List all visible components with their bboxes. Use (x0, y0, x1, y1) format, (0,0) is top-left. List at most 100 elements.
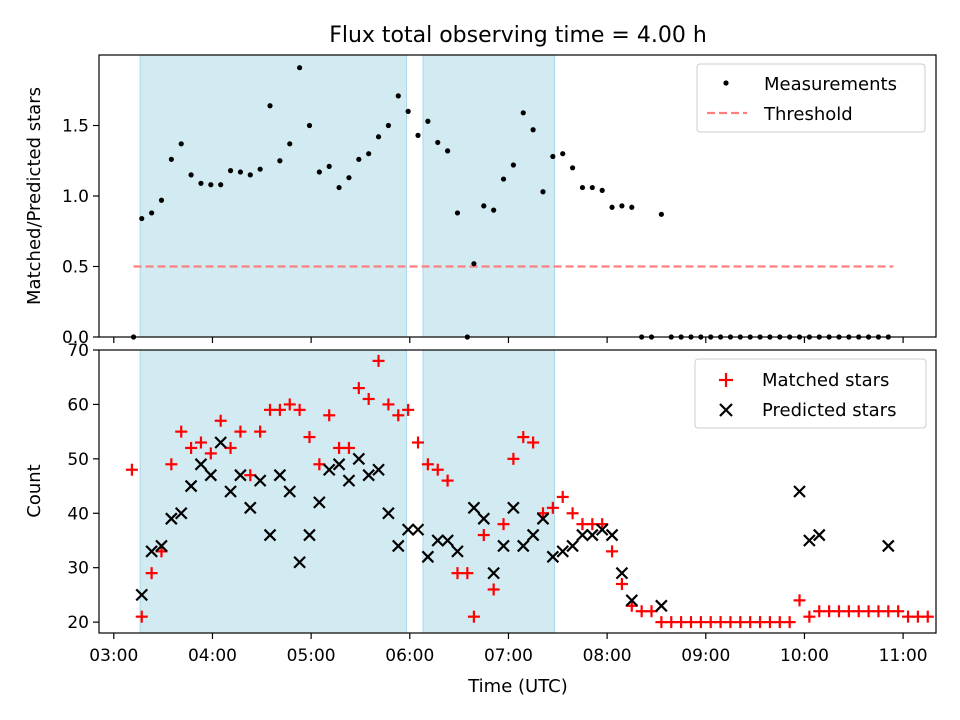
figure-title: Flux total observing time = 4.00 h (329, 23, 707, 48)
shaded-interval-2 (422, 349, 555, 634)
matched-star-point (566, 507, 579, 520)
matched-star-point (441, 474, 454, 487)
matched-star-point (313, 458, 326, 471)
bottom-y-tick-label: 20 (67, 613, 89, 633)
matched-star-point (392, 409, 405, 422)
matched-star-point (165, 458, 178, 471)
measurement-point (435, 139, 441, 146)
measurement-point (658, 211, 664, 217)
matched-star-point (194, 436, 207, 449)
predicted-star-point (451, 545, 464, 558)
predicted-star-point (655, 599, 668, 613)
legend-threshold-label: Threshold (763, 104, 853, 125)
matched-star-point (214, 414, 227, 427)
matched-star-point (234, 425, 247, 438)
x-tick-label: 04:00 (188, 646, 237, 666)
measurement-point (149, 210, 155, 216)
matched-star-point (892, 605, 905, 618)
predicted-star-point (165, 512, 178, 525)
matched-star-point (293, 403, 306, 416)
bottom-y-tick-label: 70 (67, 341, 89, 361)
matched-star-point (921, 610, 934, 623)
matched-star-point (402, 403, 415, 416)
matched-star-point (125, 463, 138, 476)
top-panel: 0.0 0.5 1.0 1.5 Matched/Predicted stars Mea… (24, 54, 937, 348)
predicted-star-point (145, 545, 158, 558)
measurement-point (589, 184, 595, 191)
measurement-point (395, 93, 401, 99)
matched-star-point (145, 567, 158, 580)
matched-star-point (254, 425, 267, 438)
measurement-point (208, 182, 214, 188)
measurement-point (510, 162, 516, 168)
matched-star-point (477, 529, 490, 542)
matched-star-point (412, 436, 425, 449)
x-tick-label: 03:00 (89, 646, 138, 666)
bottom-ylabel: Count (24, 464, 45, 517)
predicted-star-point (392, 539, 405, 553)
predicted-star-point (352, 452, 366, 466)
measurement-point (454, 210, 461, 216)
top-legend-box (696, 63, 926, 133)
matched-star-point (362, 392, 375, 405)
measurement-point (316, 169, 322, 175)
measurement-point (569, 165, 576, 171)
matched-star-point (546, 501, 559, 514)
bottom-legend-box (694, 358, 927, 429)
predicted-star-point (332, 458, 346, 471)
measurement-point (306, 122, 313, 129)
predicted-star-point (556, 545, 569, 558)
bottom-legend: Matched stars Predicted stars (694, 358, 927, 429)
predicted-star-point (263, 528, 277, 542)
bottom-axis-layer: 03:00 04:00 05:00 06:00 07:00 08:00 09:00 10:00… (67, 341, 927, 666)
predicted-star-point (303, 528, 316, 542)
legend-measurements-marker (723, 80, 729, 86)
measurement-point (405, 108, 411, 114)
matched-star-point (556, 490, 569, 503)
matched-star-point (224, 441, 237, 454)
top-y-tick-label: 1.0 (62, 187, 89, 207)
top-axes-frame (98, 54, 937, 338)
x-tick-label: 06:00 (385, 646, 434, 666)
measurement-point (540, 189, 546, 195)
matched-star-point (793, 594, 806, 607)
shaded-interval-1 (139, 349, 408, 634)
predicted-star-point (313, 496, 326, 509)
measurement-point (445, 148, 451, 154)
predicted-star-point (882, 539, 895, 553)
legend-predicted-marker (719, 403, 733, 417)
top-legend: Measurements Threshold (696, 63, 926, 133)
measurement-point (158, 197, 165, 203)
x-tick-label: 09:00 (681, 646, 730, 666)
measurement-point (139, 215, 145, 222)
predicted-star-point (507, 501, 520, 515)
measurement-point (599, 187, 605, 193)
predicted-star-point (234, 468, 247, 482)
measurement-point (178, 141, 184, 147)
predicted-star-point (615, 566, 629, 580)
predicted-star-point (421, 550, 435, 564)
measurement-point (297, 65, 303, 71)
predicted-star-point (477, 512, 491, 525)
measurement-point (188, 172, 194, 178)
measurement-point (550, 153, 556, 160)
measurement-point (619, 203, 625, 209)
measurement-point (491, 207, 497, 213)
matched-star-point (517, 431, 530, 444)
predicted-star-point (184, 479, 198, 493)
predicted-star-point (487, 566, 500, 580)
predicted-star-point (155, 539, 168, 553)
predicted-star-point (411, 523, 425, 536)
measurement-point (277, 158, 283, 164)
measurement-point (346, 175, 352, 181)
matched-star-point (352, 382, 365, 395)
bottom-panel: 03:00 04:00 05:00 06:00 07:00 08:00 09:00 10:00… (24, 341, 937, 697)
measurement-point (530, 127, 536, 133)
bottom-marks-layer (125, 354, 934, 629)
x-tick-label: 10:00 (780, 646, 829, 666)
predicted-star-point (293, 555, 306, 569)
measurement-point (579, 184, 586, 191)
predicted-star-point (342, 474, 356, 487)
predicted-star-point (204, 468, 218, 482)
